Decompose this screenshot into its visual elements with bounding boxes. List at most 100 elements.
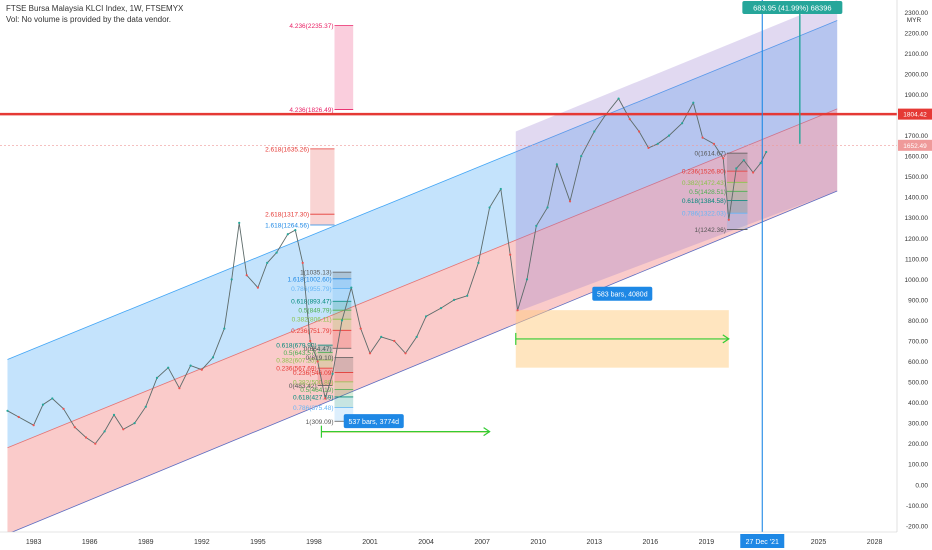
price-point (189, 364, 192, 367)
price-point (359, 327, 362, 330)
fib-1-label-0: 4.236(2235.37) (289, 23, 333, 30)
fib-3-zone-1 (317, 352, 333, 361)
price-point (368, 352, 372, 355)
fib-2-zone-5 (332, 319, 352, 331)
y-tick-label: 300.00 (908, 421, 928, 428)
price-point (17, 415, 20, 419)
price-point (415, 335, 418, 338)
fib-2-label-7: 0(664.47) (304, 346, 332, 353)
range-label-bg-0 (343, 414, 404, 429)
price-point (62, 407, 65, 410)
price-point (509, 253, 512, 256)
price-axis-bg (897, 0, 932, 550)
time-axis-bg (0, 532, 932, 550)
price-point (477, 261, 480, 264)
price-point (245, 274, 248, 277)
y-tick-label: 2200.00 (905, 30, 929, 37)
price-point (499, 187, 502, 191)
price-point (256, 286, 259, 289)
y-tick-label: 1100.00 (905, 256, 928, 263)
range-arrow-head-0 (483, 427, 491, 437)
fib-4-label-2: 0.382(500.80) (293, 379, 333, 386)
price-point (211, 356, 215, 359)
price-label-bg-0 (898, 108, 932, 120)
x-tick-label: 1995 (250, 539, 266, 546)
price-point (535, 224, 538, 227)
fib-2-zone-4 (332, 310, 352, 320)
price-point (350, 286, 353, 289)
price-point (380, 335, 383, 338)
price-point (628, 118, 631, 121)
price-point (155, 376, 159, 379)
y-tick-label: 100.00 (908, 462, 928, 469)
price-point (555, 163, 559, 166)
range-label-0: 537 bars, 3774d (348, 419, 399, 426)
price-series (6, 97, 768, 445)
y-tick-label: 1900.00 (905, 92, 929, 99)
price-line (7, 97, 767, 445)
fib-0-zone-0 (310, 148, 335, 215)
x-tick-label: 2007 (474, 539, 490, 546)
price-point (94, 442, 97, 445)
price-point (331, 372, 334, 375)
fib-5-zone-1 (726, 171, 748, 183)
price-point (84, 436, 88, 439)
y-tick-label: 2300.00 (905, 10, 929, 17)
price-label-0: 1804.42 (903, 112, 927, 119)
price-point (340, 319, 344, 322)
x-tick-label: 1998 (306, 539, 322, 546)
channel-mid-line (7, 108, 838, 449)
price-point (667, 134, 671, 137)
fib-1-zone-0 (334, 25, 354, 110)
fib-5-zone-5 (726, 213, 748, 230)
fib-2-label-5: 0.382(806.11) (292, 317, 332, 324)
fib-0-label-2: 1.618(1264.56) (265, 223, 309, 230)
fib-2-zone-0 (332, 272, 352, 279)
price-label-bg-1 (898, 139, 932, 151)
price-point (488, 206, 491, 209)
x-tick-label: 2028 (867, 539, 883, 546)
fib-4-zone-2 (334, 381, 354, 390)
price-point (580, 155, 583, 158)
price-point (301, 261, 304, 264)
price-point (765, 150, 768, 154)
price-point (759, 162, 762, 165)
price-point (286, 233, 289, 236)
price-point (294, 229, 297, 232)
range-label-bg-1 (592, 286, 653, 301)
y-tick-label: 200.00 (908, 441, 928, 448)
x-tick-label: 1983 (26, 539, 42, 546)
price-point (230, 278, 233, 281)
fib-5-label-3: 0.5(1428.51) (689, 189, 726, 196)
x-tick-label: 2001 (362, 539, 378, 546)
fib-2-zone-1 (332, 278, 352, 289)
fib-4-label-0: 0(619.10) (306, 355, 334, 362)
price-point (546, 206, 549, 209)
fib-4-label-6: 1(309.09) (306, 419, 334, 426)
price-point (266, 261, 269, 264)
channel-lower-line (7, 190, 838, 535)
fib-4-label-1: 0.236(546.09) (293, 370, 333, 377)
price-point (167, 366, 170, 369)
channel-upper-line (7, 20, 838, 360)
x-tick-label: 2010 (530, 539, 546, 546)
fib-2-zone-3 (332, 301, 352, 311)
fib-5-label-5: 0.786(1322.03) (682, 211, 726, 218)
currency-label: MYR (907, 17, 922, 24)
annotations: 537 bars, 3774d 583 bars, 4080d 683.95 (41… (0, 0, 897, 532)
y-tick-label: 1700.00 (905, 133, 929, 140)
price-point (73, 426, 76, 429)
price-point (752, 171, 755, 174)
channel-lower-zone (7, 108, 838, 535)
price-point (617, 97, 620, 100)
fib-0-label-1: 2.618(1317.30) (265, 212, 309, 219)
fib-2-label-0: 1(1035.13) (300, 270, 331, 277)
fib-3-zone-2 (317, 360, 333, 369)
fib-5-label-6: 1(1242.36) (694, 227, 725, 234)
fib-5-label-2: 0.382(1472.43) (682, 180, 726, 187)
fib-5-label-1: 0.236(1526.80) (682, 169, 726, 176)
date-marker-label: 27 Dec '21 (746, 539, 779, 546)
y-tick-label: 600.00 (908, 359, 928, 366)
price-point (41, 403, 45, 406)
